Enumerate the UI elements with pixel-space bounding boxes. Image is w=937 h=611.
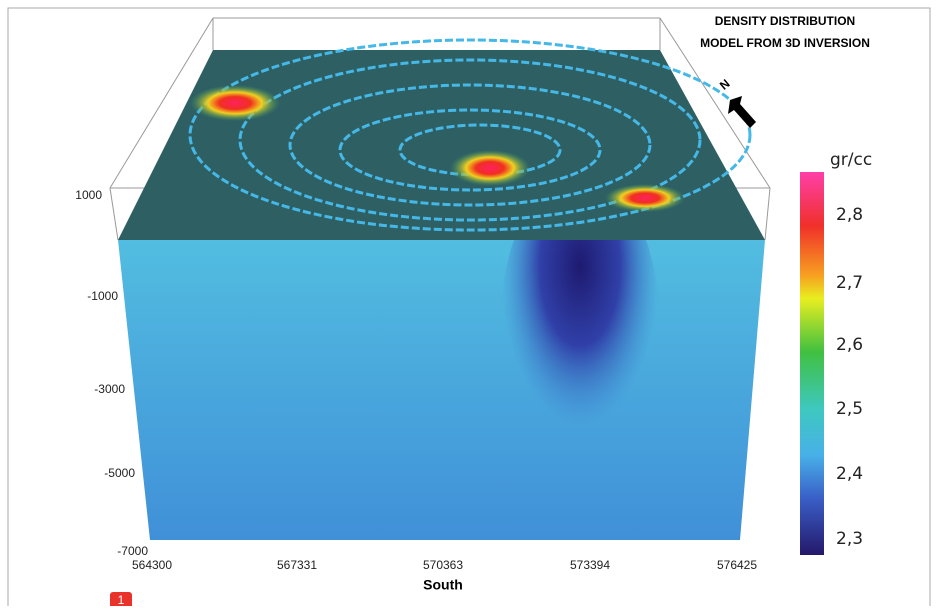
front-face: [118, 240, 765, 540]
x-axis-label: South: [423, 577, 463, 593]
easting-tick: 564300: [132, 558, 172, 572]
depth-tick: 1000: [75, 188, 102, 202]
depth-axis: 1000 -1000 -3000 -5000 -7000: [75, 188, 148, 558]
hot-spot: [605, 184, 685, 212]
contours: [188, 38, 752, 232]
frame: [7, 7, 931, 606]
colorbar-tick: 2,5: [836, 399, 863, 419]
hot-spot: [190, 85, 280, 121]
colorbar-tick: 2,6: [836, 335, 863, 355]
colorbar: [800, 172, 824, 555]
badge-label: 1: [118, 593, 125, 606]
depth-tick: -1000: [87, 289, 118, 303]
easting-tick: 567331: [277, 558, 317, 572]
north-arrow: [728, 96, 756, 128]
colorbar-ticks: 2,8 2,7 2,6 2,5 2,4 2,3: [836, 205, 863, 549]
top-face: [118, 50, 765, 240]
colorbar-unit: gr/cc: [830, 150, 872, 170]
depth-tick: -3000: [94, 382, 125, 396]
hot-spot: [450, 150, 530, 186]
colorbar-tick: 2,3: [836, 529, 863, 549]
low-density-body: [500, 170, 660, 490]
title: DENSITY DISTRIBUTION: [715, 14, 855, 28]
easting-tick: 573394: [570, 558, 610, 572]
colorbar-tick: 2,7: [836, 273, 863, 293]
title: MODEL FROM 3D INVERSION: [700, 36, 870, 50]
colorbar-tick: 2,8: [836, 205, 863, 225]
easting-axis: 564300 567331 570363 573394 576425 South: [132, 558, 757, 593]
easting-tick: 576425: [717, 558, 757, 572]
easting-tick: 570363: [423, 558, 463, 572]
depth-tick: -7000: [117, 544, 148, 558]
colorbar-tick: 2,4: [836, 464, 863, 484]
depth-tick: -5000: [104, 466, 135, 480]
